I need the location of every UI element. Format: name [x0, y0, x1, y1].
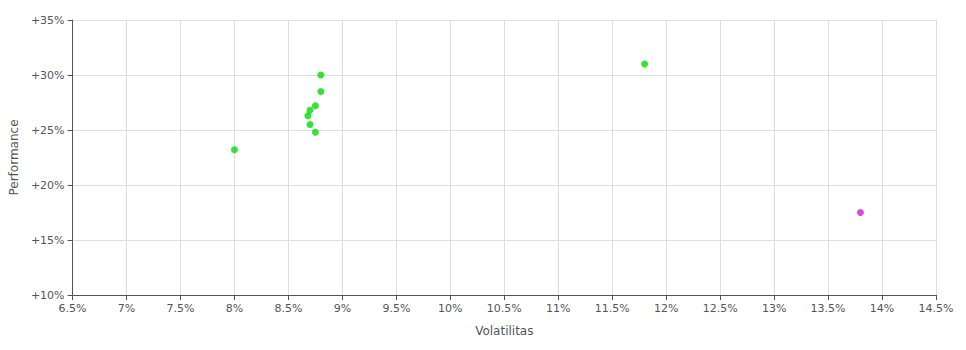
svg-text:7%: 7%	[118, 302, 135, 315]
svg-text:11.5%: 11.5%	[595, 302, 630, 315]
svg-text:+15%: +15%	[31, 234, 65, 247]
svg-text:+30%: +30%	[31, 69, 65, 82]
svg-text:+10%: +10%	[31, 289, 65, 302]
svg-text:10.5%: 10.5%	[487, 302, 522, 315]
svg-text:9%: 9%	[334, 302, 351, 315]
svg-text:+35%: +35%	[31, 14, 65, 27]
svg-text:Volatilitas: Volatilitas	[475, 324, 533, 338]
svg-text:6.5%: 6.5%	[59, 302, 87, 315]
svg-text:+20%: +20%	[31, 179, 65, 192]
svg-text:12%: 12%	[654, 302, 678, 315]
svg-text:13.5%: 13.5%	[811, 302, 846, 315]
svg-text:8%: 8%	[226, 302, 243, 315]
svg-text:13%: 13%	[762, 302, 786, 315]
svg-text:11%: 11%	[546, 302, 570, 315]
svg-text:7.5%: 7.5%	[167, 302, 195, 315]
svg-text:14.5%: 14.5%	[919, 302, 954, 315]
svg-text:9.5%: 9.5%	[382, 302, 410, 315]
svg-text:14%: 14%	[870, 302, 894, 315]
svg-text:12.5%: 12.5%	[703, 302, 738, 315]
svg-text:Performance: Performance	[7, 119, 21, 195]
svg-text:10%: 10%	[438, 302, 462, 315]
svg-text:8.5%: 8.5%	[274, 302, 302, 315]
svg-text:+25%: +25%	[31, 124, 65, 137]
